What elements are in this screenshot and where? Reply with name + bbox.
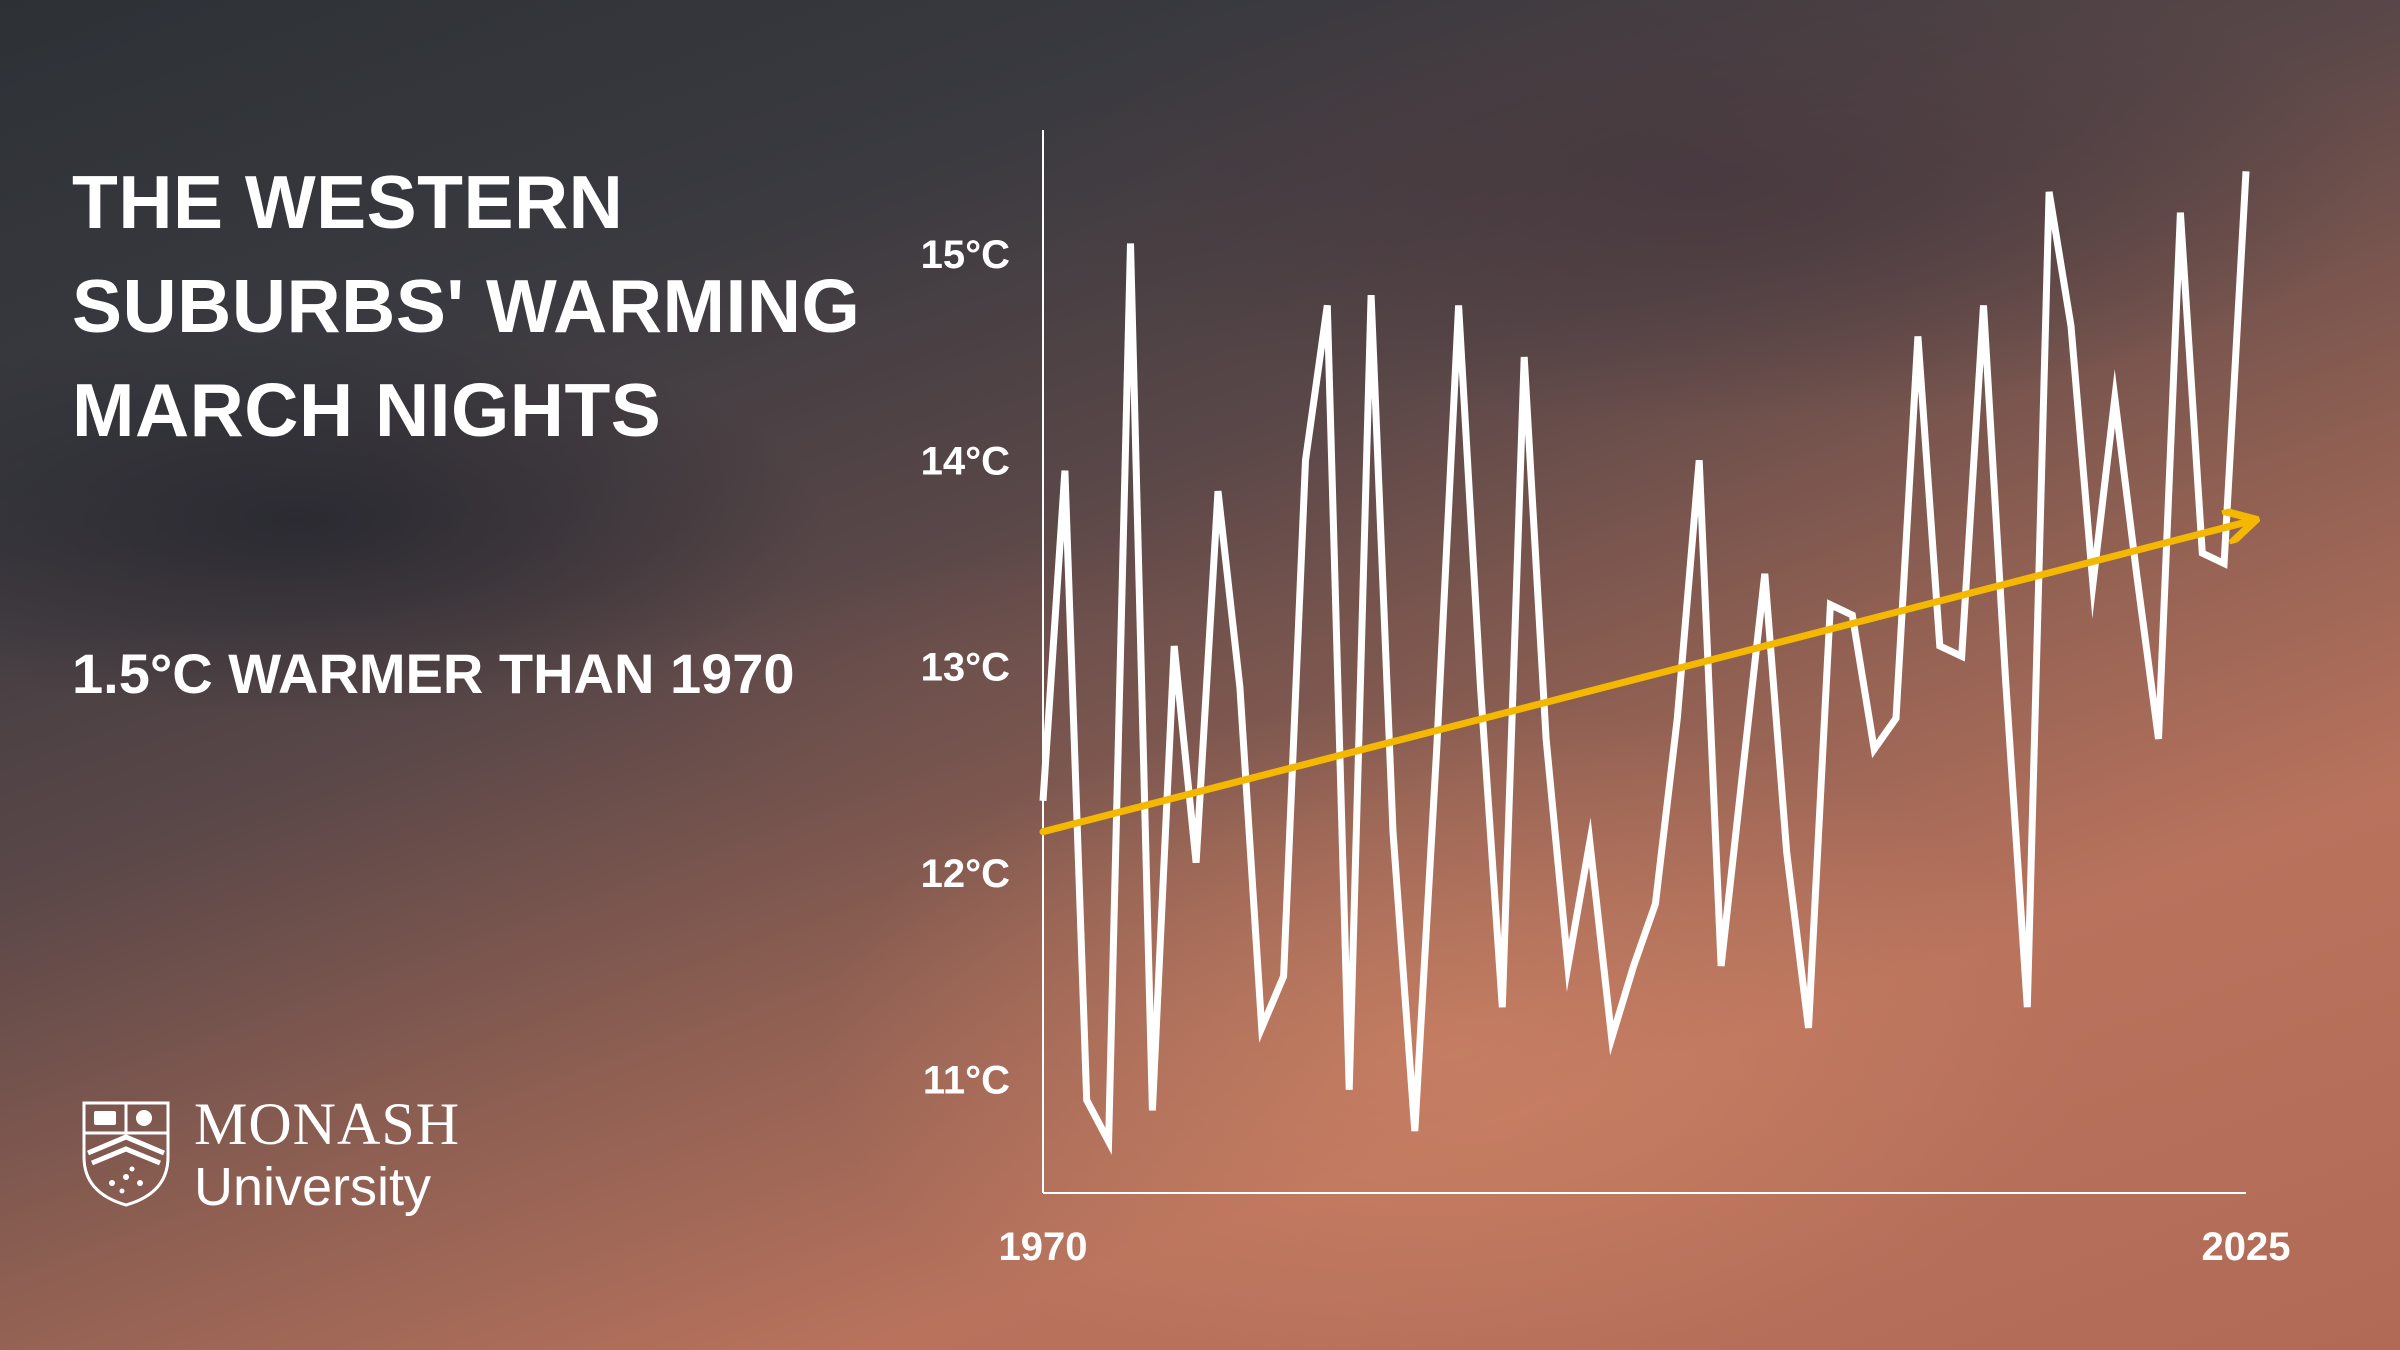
- y-tick-label: 15°C: [921, 233, 1010, 277]
- y-tick-label: 14°C: [921, 439, 1010, 483]
- title-line-1: THE WESTERN: [72, 160, 624, 244]
- title-line-2: SUBURBS' WARMING: [72, 264, 861, 348]
- monash-logo: MONASH University: [78, 1092, 498, 1222]
- chart-title: THE WESTERN SUBURBS' WARMING MARCH NIGHT…: [72, 150, 860, 462]
- x-tick-label: 1970: [999, 1225, 1088, 1269]
- x-tick-label: 2025: [2202, 1225, 2291, 1269]
- logo-name: MONASH: [194, 1091, 461, 1157]
- y-tick-label: 12°C: [921, 852, 1010, 896]
- logo-sub: University: [194, 1157, 432, 1217]
- chart-subtitle: 1.5°C WARMER THAN 1970: [72, 642, 795, 705]
- y-tick-label: 13°C: [921, 646, 1010, 690]
- y-tick-label: 11°C: [923, 1058, 1010, 1102]
- series-line: [1039, 171, 2250, 1155]
- title-line-3: MARCH NIGHTS: [72, 368, 662, 452]
- logo-wordmark: MONASH University: [194, 1092, 460, 1216]
- monash-crest-icon: [82, 1101, 170, 1207]
- trend-arrow: [1039, 522, 2246, 836]
